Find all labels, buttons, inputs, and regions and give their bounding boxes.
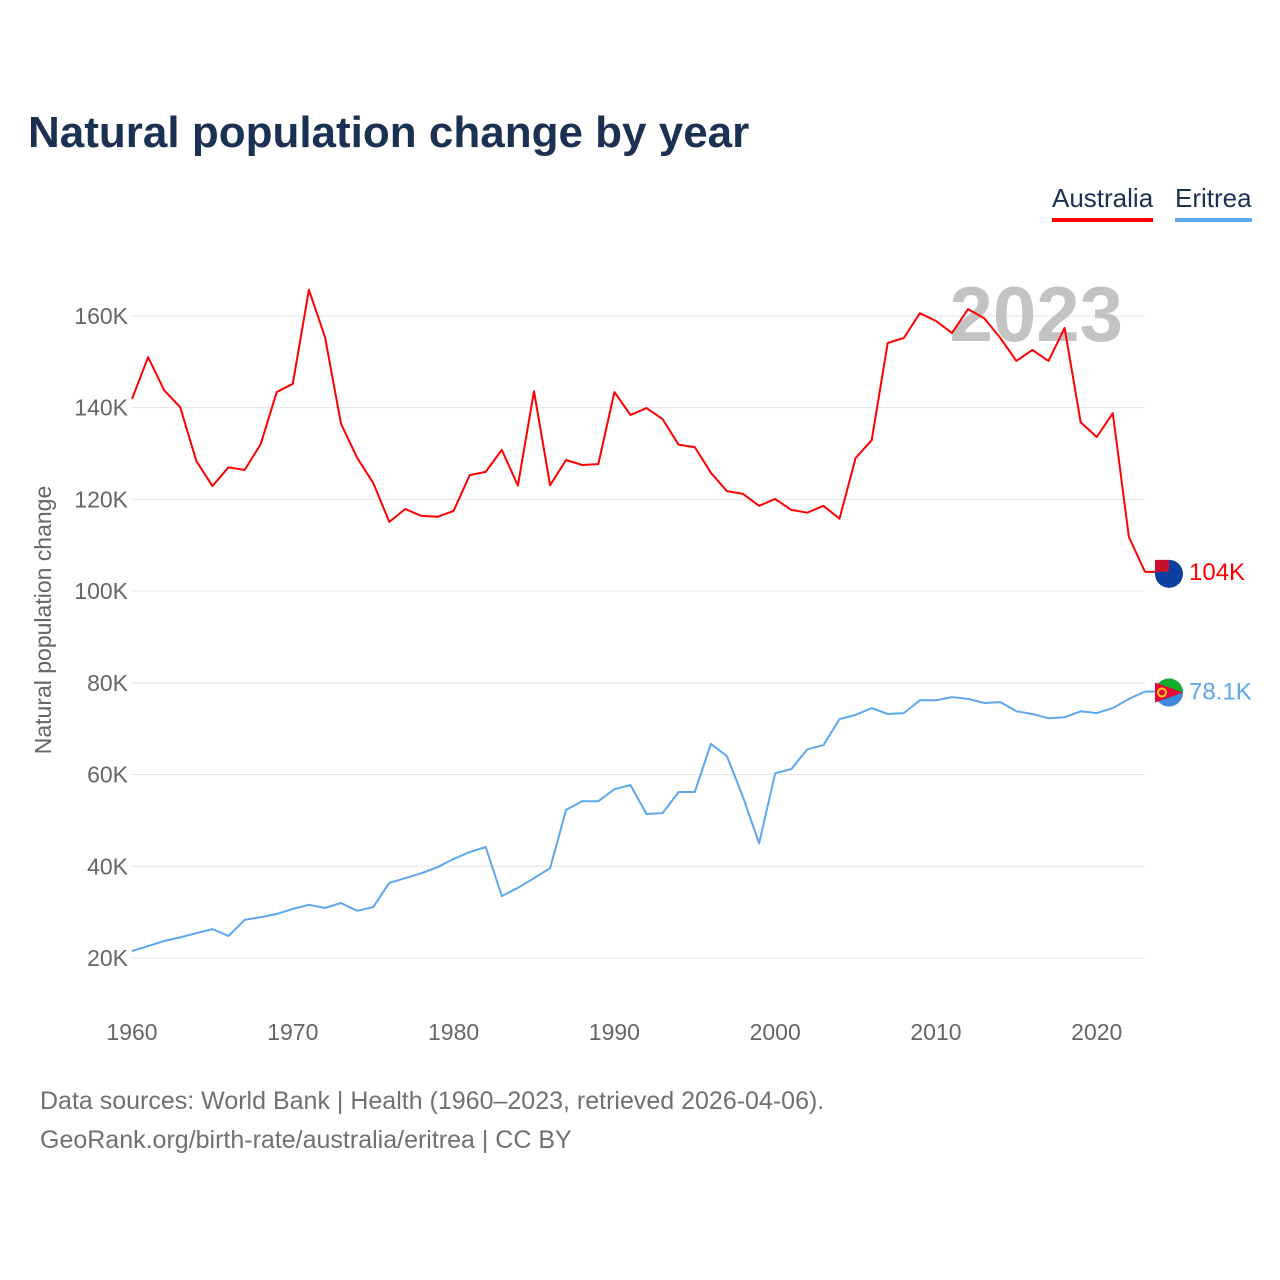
y-tick-label: 160K bbox=[74, 303, 128, 329]
series-line-eritrea bbox=[131, 690, 1146, 953]
flag-eritrea-emblem bbox=[1157, 687, 1167, 698]
end-value-label: 104K bbox=[1189, 559, 1245, 586]
x-tick-label: 1970 bbox=[267, 1019, 318, 1045]
y-tick-label: 20K bbox=[87, 945, 129, 971]
y-tick-label: 120K bbox=[74, 486, 128, 512]
chart-title: Natural population change by year bbox=[28, 108, 750, 157]
x-tick-label: 2020 bbox=[1071, 1019, 1122, 1045]
flag-union-jack bbox=[1155, 559, 1169, 572]
legend-eritrea[interactable]: Eritrea bbox=[1175, 183, 1252, 222]
y-tick-label: 60K bbox=[87, 762, 129, 788]
x-tick-label: 1980 bbox=[428, 1019, 479, 1045]
legend-australia[interactable]: Australia bbox=[1052, 183, 1154, 222]
y-tick-label: 140K bbox=[74, 395, 128, 421]
x-tick-label: 2010 bbox=[910, 1019, 961, 1045]
x-tick-label: 1990 bbox=[589, 1019, 640, 1045]
series-line-australia bbox=[131, 288, 1146, 573]
end-value-label: 78.1K bbox=[1189, 679, 1252, 706]
y-tick-label: 100K bbox=[74, 578, 128, 604]
y-tick-label: 40K bbox=[87, 853, 129, 879]
y-axis-title: Natural population change bbox=[30, 486, 56, 755]
y-tick-label: 80K bbox=[87, 670, 129, 696]
x-tick-label: 1960 bbox=[106, 1019, 157, 1045]
footer-sources: Data sources: World Bank | Health (1960–… bbox=[40, 1087, 825, 1115]
footer-link[interactable]: GeoRank.org/birth-rate/australia/eritrea… bbox=[40, 1126, 572, 1154]
x-tick-label: 2000 bbox=[750, 1019, 801, 1045]
